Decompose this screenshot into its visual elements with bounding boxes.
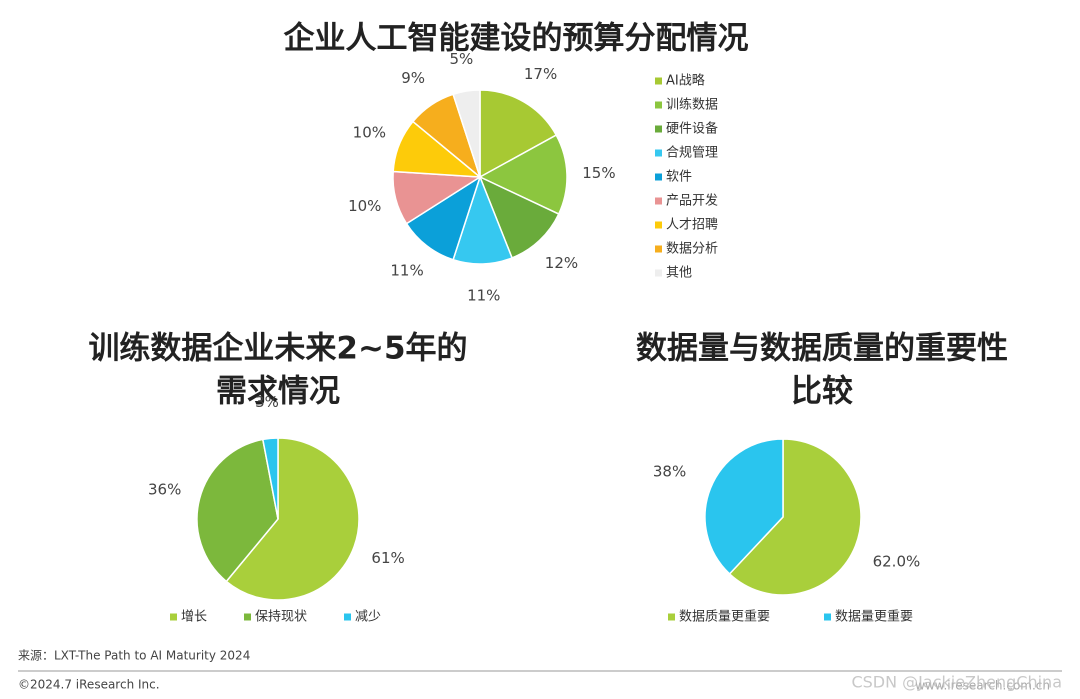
legend-label: 人才招聘 bbox=[666, 218, 718, 233]
pie-slice bbox=[261, 437, 279, 520]
legend-marker bbox=[655, 245, 662, 253]
data-label: 10% bbox=[348, 197, 381, 215]
data-label: 11% bbox=[390, 262, 423, 280]
pie-slice bbox=[478, 134, 568, 216]
data-label: 3% bbox=[255, 393, 279, 411]
legend-label: 软件 bbox=[666, 170, 692, 185]
legend-label: 保持现状 bbox=[255, 610, 307, 625]
chart-title: 企业人工智能建设的预算分配情况 bbox=[284, 21, 749, 57]
pie-slice bbox=[478, 175, 560, 259]
legend-marker bbox=[668, 613, 675, 621]
pie-slice bbox=[196, 438, 279, 583]
legend-marker bbox=[655, 197, 662, 205]
data-label: 36% bbox=[148, 480, 181, 498]
legend-label: 硬件设备 bbox=[666, 121, 718, 137]
legend-label: 合规管理 bbox=[666, 146, 718, 161]
chart-title: 数据量与数据质量的重要性 bbox=[636, 331, 1008, 367]
legend-marker bbox=[344, 613, 351, 621]
legend-marker bbox=[824, 613, 831, 621]
legend-marker bbox=[655, 221, 662, 229]
pie-slice bbox=[479, 89, 558, 179]
legend-marker bbox=[655, 125, 662, 133]
legend-label: AI战略 bbox=[666, 73, 705, 89]
data-label: 9% bbox=[401, 69, 425, 87]
legend-marker bbox=[655, 77, 662, 85]
legend-marker bbox=[655, 149, 662, 157]
website: www.iresearch.com.cn bbox=[915, 679, 1050, 693]
data-label: 15% bbox=[582, 164, 615, 182]
data-label: 61% bbox=[371, 549, 404, 567]
legend-label: 其他 bbox=[666, 266, 692, 281]
legend-marker bbox=[655, 101, 662, 109]
data-label: 62.0% bbox=[873, 552, 921, 570]
legend-label: 数据量更重要 bbox=[835, 609, 913, 625]
data-label: 11% bbox=[467, 286, 500, 304]
pie-slice bbox=[728, 438, 862, 596]
data-label: 12% bbox=[545, 254, 578, 272]
pie-slice bbox=[704, 438, 784, 575]
legend-label: 训练数据 bbox=[666, 98, 718, 113]
legend-marker bbox=[655, 173, 662, 181]
chart-title: 比较 bbox=[791, 374, 853, 410]
chart-title: 训练数据企业未来2~5年的 bbox=[88, 331, 467, 367]
source-note: 来源：LXT-The Path to AI Maturity 2024 bbox=[18, 649, 250, 663]
data-label: 5% bbox=[449, 50, 473, 68]
legend-label: 减少 bbox=[355, 610, 381, 625]
watermark: CSDN @JackieZhengChina bbox=[851, 673, 1062, 692]
chart-title: 需求情况 bbox=[216, 374, 340, 410]
legend-label: 增长 bbox=[181, 610, 207, 625]
legend-label: 产品开发 bbox=[666, 193, 718, 209]
legend-marker bbox=[244, 613, 251, 621]
pie-slice bbox=[225, 437, 360, 601]
copyright: ©2024.7 iResearch Inc. bbox=[18, 678, 160, 692]
legend-marker bbox=[655, 269, 662, 277]
pie-slice bbox=[452, 89, 481, 178]
data-label: 10% bbox=[353, 124, 386, 142]
data-label: 17% bbox=[524, 65, 557, 83]
legend-label: 数据分析 bbox=[666, 242, 718, 257]
legend-label: 数据质量更重要 bbox=[679, 609, 770, 625]
data-label: 38% bbox=[653, 463, 686, 481]
legend-marker bbox=[170, 613, 177, 621]
